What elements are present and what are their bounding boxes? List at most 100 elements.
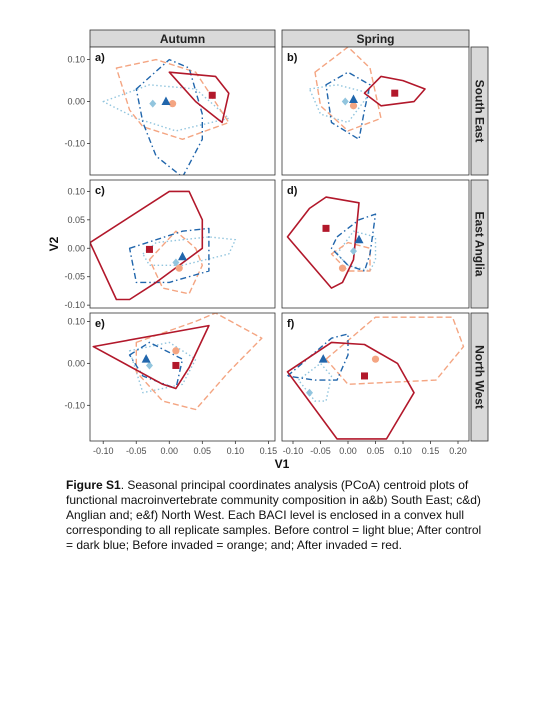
- centroid-before-control: [350, 247, 357, 256]
- x-tick-label: -0.05: [310, 446, 331, 456]
- pcoa-faceted-figure: Autumn Spring South East East Anglia Nor…: [47, 29, 489, 470]
- panel-b: b): [281, 46, 470, 176]
- hull-after-control: [128, 227, 210, 284]
- x-tick-label: 0.00: [339, 446, 357, 456]
- panel-label: e): [95, 318, 105, 330]
- row-strip-south-east-bg: [470, 46, 489, 176]
- panel-border: [89, 46, 276, 176]
- hull-after-control: [325, 71, 371, 141]
- panel-background: [282, 47, 469, 175]
- panel-a: a): [89, 46, 276, 176]
- y-tick-label: -0.10: [64, 400, 85, 410]
- y-tick-label: -0.10: [64, 300, 85, 310]
- panel-border: [281, 46, 470, 176]
- hull-after-invaded: [92, 324, 210, 390]
- panel-plot-area: [286, 316, 465, 440]
- hull-before-invaded: [135, 313, 263, 411]
- hull-before-control: [102, 84, 230, 132]
- panel-border: [281, 179, 470, 309]
- centroid-after-invaded: [145, 245, 153, 253]
- hull-after-invaded: [168, 71, 230, 124]
- x-tick-label: 0.20: [449, 446, 467, 456]
- panel-background: [90, 47, 275, 175]
- hull-before-control: [297, 362, 333, 402]
- centroid-before-invaded: [371, 355, 380, 363]
- centroid-before-invaded: [172, 347, 180, 355]
- x-tick-label: -0.10: [93, 446, 114, 456]
- centroid-after-invaded: [391, 89, 399, 97]
- y-tick-label: 0.10: [67, 316, 85, 326]
- panel-background: [282, 180, 469, 308]
- x-axis-title: V1: [275, 457, 290, 470]
- col-strip-spring: Spring: [357, 32, 395, 46]
- centroid-after-control: [161, 96, 171, 106]
- centroid-after-control: [354, 234, 364, 244]
- centroid-after-invaded: [361, 372, 368, 380]
- panels-layer: -0.10 0.00 0.10 -0.10 -0.05 0.00 0.05 0.10 -0.10…: [64, 46, 470, 456]
- panel-c: c): [89, 179, 276, 309]
- panel-plot-area: [286, 196, 377, 289]
- hull-after-invaded: [286, 341, 415, 440]
- panel-label: f): [287, 318, 295, 330]
- hull-after-control: [135, 58, 204, 175]
- panel-plot-area: [92, 313, 263, 411]
- y-tick-label: 0.00: [67, 243, 85, 253]
- hull-after-control: [286, 333, 349, 381]
- panel-e: e): [89, 312, 276, 442]
- panel-label: d): [287, 185, 298, 197]
- col-strip-autumn: Autumn: [160, 32, 205, 46]
- centroid-before-control: [149, 99, 157, 108]
- centroid-before-control: [145, 361, 153, 370]
- hull-before-invaded: [148, 230, 204, 295]
- y-tick-label: 0.00: [67, 97, 85, 107]
- centroid-before-invaded: [349, 102, 358, 110]
- centroid-after-invaded: [208, 91, 216, 99]
- x-tick-label: 0.10: [394, 446, 412, 456]
- x-tick-label: 0.10: [227, 446, 245, 456]
- x-tick-label: 0.05: [367, 446, 385, 456]
- hull-before-control: [308, 84, 371, 124]
- row-strip-south-east: South East: [473, 80, 487, 143]
- y-tick-label: 0.05: [67, 215, 85, 225]
- panel-background: [90, 180, 275, 308]
- row-strip-north-west: North West: [473, 345, 487, 409]
- panel-label: c): [95, 185, 105, 197]
- row-strip-east-anglia: East Anglia: [473, 212, 487, 277]
- hull-before-control: [336, 230, 377, 272]
- panel-background: [282, 313, 469, 441]
- x-tick-label: -0.05: [126, 446, 147, 456]
- panel-f: f): [281, 312, 470, 442]
- hull-before-control: [128, 341, 197, 394]
- panel-plot-area: [90, 190, 237, 301]
- centroid-after-control: [178, 251, 187, 261]
- centroid-before-control: [306, 388, 313, 397]
- hull-before-invaded: [115, 58, 230, 141]
- centroid-after-invaded: [322, 224, 330, 232]
- y-tick-label: -0.05: [64, 272, 85, 282]
- hull-after-invaded: [90, 190, 204, 301]
- panel-border: [89, 312, 276, 442]
- row-strip-north-west-bg: [470, 312, 489, 442]
- centroid-after-invaded: [172, 361, 180, 369]
- hull-after-invaded: [286, 196, 360, 289]
- y-axis-title: V2: [47, 236, 61, 251]
- figure-caption: Figure S1. Seasonal principal coordinate…: [66, 478, 486, 553]
- panel-border: [281, 312, 470, 442]
- centroid-before-control: [172, 258, 180, 267]
- hull-after-invaded: [363, 75, 426, 107]
- x-tick-label: 0.15: [260, 446, 278, 456]
- panel-plot-area: [102, 58, 230, 175]
- panel-plot-area: [308, 47, 426, 141]
- y-tick-label: 0.10: [67, 186, 85, 196]
- x-tick-label: 0.05: [194, 446, 212, 456]
- panel-d: d): [281, 179, 470, 309]
- panel-border: [89, 179, 276, 309]
- hull-before-control: [142, 236, 237, 266]
- hull-before-invaded: [325, 316, 465, 385]
- x-tick-label: -0.10: [283, 446, 304, 456]
- x-tick-label: 0.15: [422, 446, 440, 456]
- row-strip-east-anglia-bg: [470, 179, 489, 309]
- hull-after-control: [330, 213, 377, 272]
- centroid-after-control: [141, 354, 151, 363]
- y-tick-label: -0.10: [64, 139, 85, 149]
